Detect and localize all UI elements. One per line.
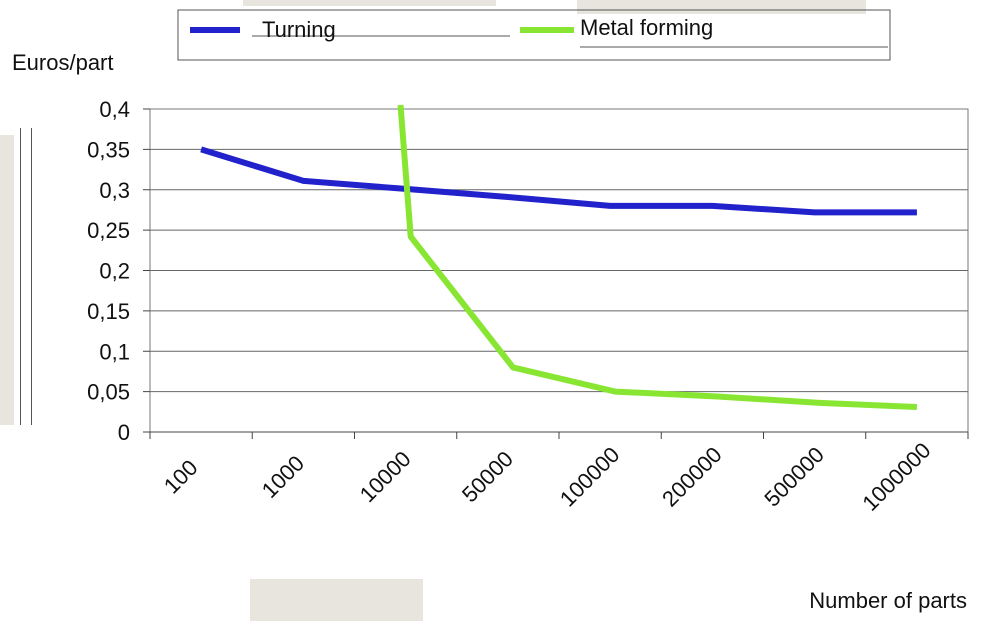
y-tick-label: 0,25	[87, 218, 130, 243]
x-tick-label: 100	[159, 455, 203, 499]
background-patch-top-left	[243, 0, 496, 6]
y-tick-label: 0,15	[87, 299, 130, 324]
series-line-metal-forming	[397, 104, 918, 410]
left-rule-1	[20, 128, 21, 425]
y-axis-title: Euros/part	[12, 50, 114, 75]
x-axis-title: Number of parts	[809, 588, 967, 613]
y-tick-label: 0	[118, 420, 130, 445]
left-rule-2	[31, 128, 32, 425]
axes	[143, 108, 969, 439]
y-tick-label: 0,4	[99, 97, 130, 122]
x-tick-label: 10000	[355, 446, 416, 507]
y-tick-label: 0,05	[87, 380, 130, 405]
legend: Turning Metal forming	[177, 9, 891, 61]
series-line-turning	[200, 146, 917, 216]
y-tick-label: 0,35	[87, 137, 130, 162]
gridlines	[150, 108, 968, 393]
y-tick-label: 0,1	[99, 339, 130, 364]
series-lines	[200, 104, 918, 410]
x-tick-labels: 100 1000 10000 50000 100000 200000 500000 10000…	[159, 438, 936, 516]
x-tick-label: 50000	[457, 446, 518, 507]
background-patch-bottom	[250, 579, 423, 621]
x-tick-label: 1000	[257, 451, 309, 503]
x-tick-label: 200000	[657, 442, 727, 512]
x-tick-label: 1000000	[857, 438, 935, 516]
x-tick-label: 100000	[555, 442, 625, 512]
legend-box	[177, 9, 891, 61]
background-patch-left	[0, 135, 14, 425]
y-tick-label: 0,3	[99, 178, 130, 203]
legend-label-metal-forming: Metal forming	[580, 15, 713, 40]
legend-label-turning: Turning	[262, 17, 336, 42]
y-tick-label: 0,2	[99, 259, 130, 284]
x-tick-label: 500000	[759, 442, 829, 512]
y-tick-labels: 0 0,05 0,1 0,15 0,2 0,25 0,3 0,35 0,4	[87, 97, 130, 445]
